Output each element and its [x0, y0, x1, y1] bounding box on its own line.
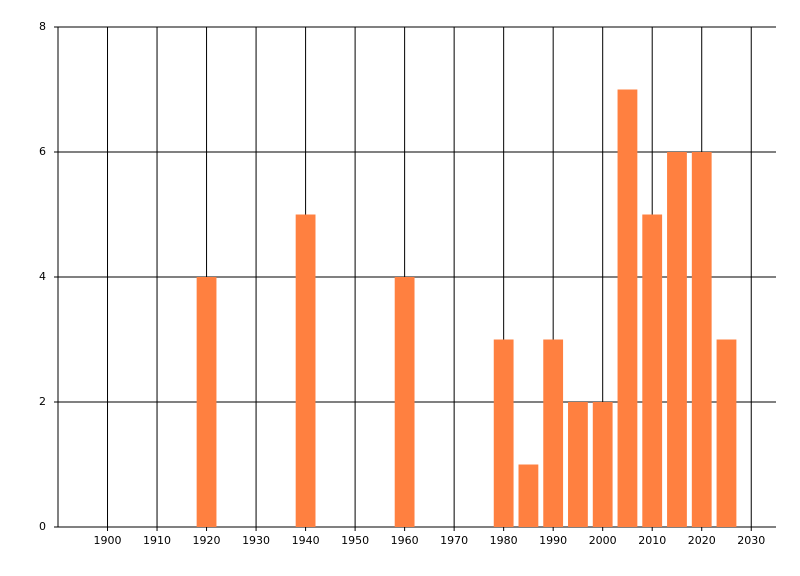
bar [642, 214, 663, 527]
x-tick-label: 1990 [539, 534, 567, 547]
x-tick-label: 1970 [440, 534, 468, 547]
y-tick-label: 2 [39, 395, 46, 408]
y-tick-label: 6 [39, 145, 46, 158]
y-tick-label: 8 [39, 20, 46, 33]
bar [592, 402, 613, 527]
bar [196, 277, 217, 527]
bar [493, 339, 514, 527]
bar [691, 152, 712, 527]
bar [543, 339, 564, 527]
bar [394, 277, 415, 527]
x-tick-label: 1960 [391, 534, 419, 547]
x-tick-label: 1940 [292, 534, 320, 547]
x-tick-label: 2000 [589, 534, 617, 547]
x-tick-label: 1930 [242, 534, 270, 547]
bar [617, 89, 638, 527]
x-tick-label: 1980 [490, 534, 518, 547]
bar [667, 152, 687, 527]
y-tick-label: 4 [39, 270, 46, 283]
x-tick-label: 2030 [737, 534, 765, 547]
bar [568, 402, 588, 527]
x-tick-label: 1900 [94, 534, 122, 547]
bar [716, 339, 737, 527]
x-tick-label: 1950 [341, 534, 369, 547]
x-tick-label: 1920 [193, 534, 221, 547]
x-tick-label: 2020 [688, 534, 716, 547]
y-tick-label: 0 [39, 520, 46, 533]
bar [518, 464, 539, 527]
x-tick-label: 1910 [143, 534, 171, 547]
x-tick-label: 2010 [638, 534, 666, 547]
bar [295, 214, 316, 527]
